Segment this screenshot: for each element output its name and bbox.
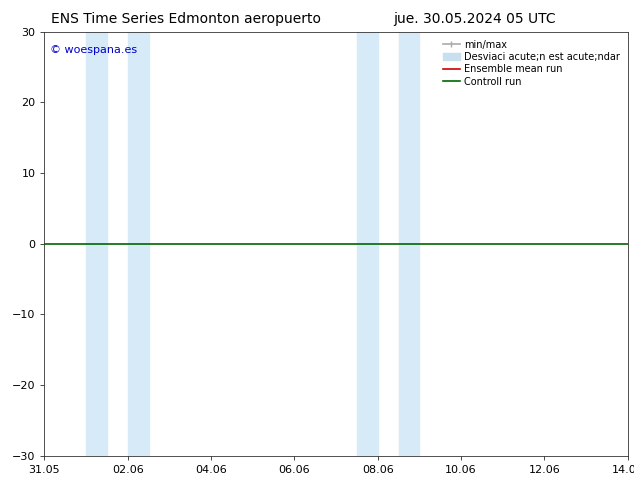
Text: © woespana.es: © woespana.es — [50, 45, 138, 54]
Bar — [357, 32, 378, 456]
Legend: min/max, Desviaci acute;n est acute;ndar, Ensemble mean run, Controll run: min/max, Desviaci acute;n est acute;ndar… — [440, 37, 623, 90]
Bar — [86, 32, 107, 456]
Bar — [127, 32, 148, 456]
Text: jue. 30.05.2024 05 UTC: jue. 30.05.2024 05 UTC — [393, 12, 556, 26]
Bar — [399, 32, 419, 456]
Text: ENS Time Series Edmonton aeropuerto: ENS Time Series Edmonton aeropuerto — [51, 12, 321, 26]
